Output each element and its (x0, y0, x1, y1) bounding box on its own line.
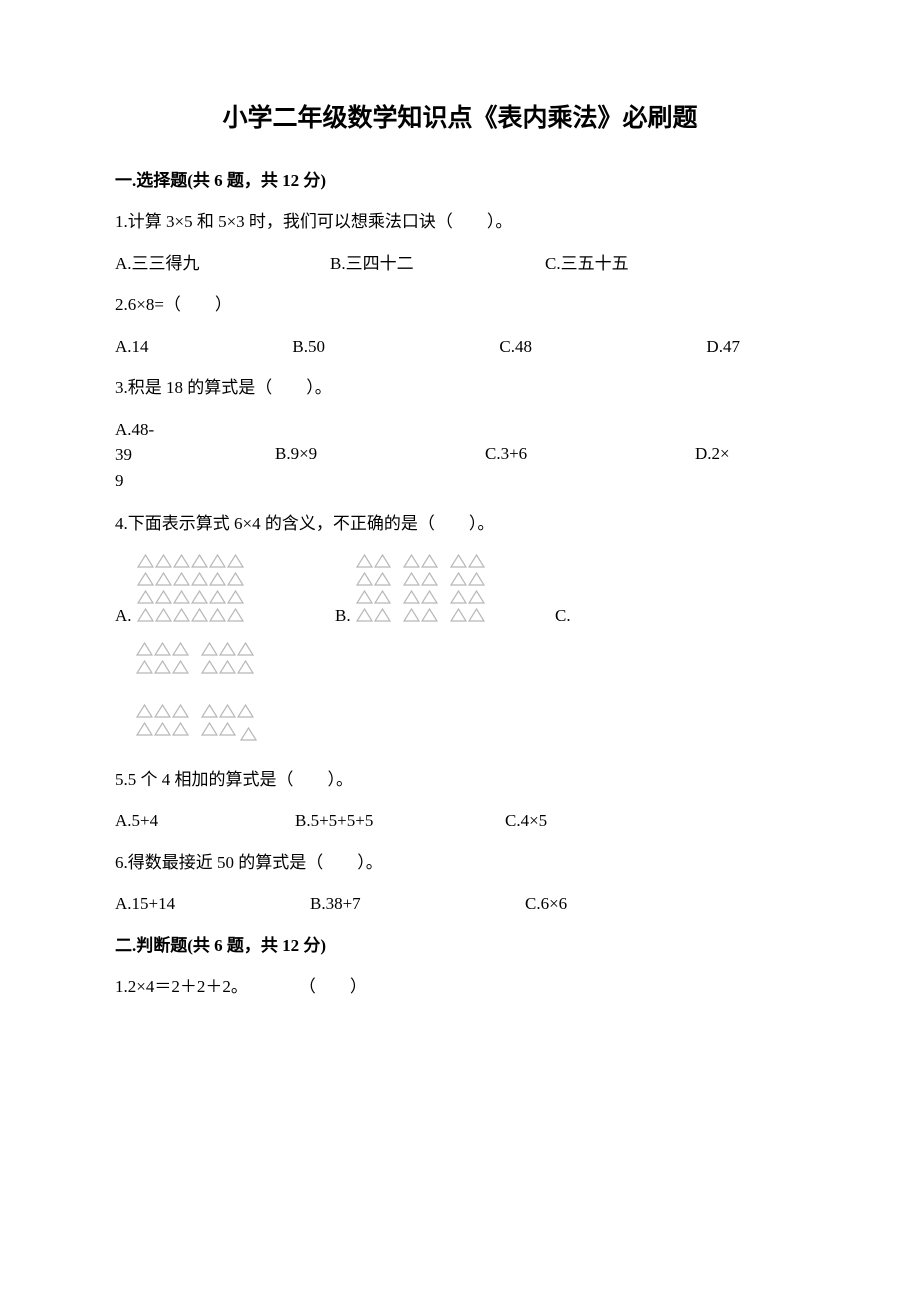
q1-options: A.三三得九 B.三四十二 C.三五十五 (115, 251, 805, 277)
q4-opt-b: B. (335, 553, 555, 629)
q4-opt-b-figure (355, 553, 490, 629)
q4-opt-a: A. (115, 553, 335, 629)
q3-opt-a-line2: 39 (115, 442, 275, 468)
q2-options: A.14 B.50 C.48 D.47 (115, 334, 805, 360)
q5-opt-a: A.5+4 (115, 808, 295, 834)
s2-q1-text: 1.2×4＝2＋2＋2。 （ ） (115, 974, 805, 1000)
q2-text: 2.6×8=（ ） (115, 292, 805, 318)
q3-opt-rest: B.9×9 C.3+6 D.2× (275, 417, 805, 494)
q5-text: 5.5 个 4 相加的算式是（ ）。 (115, 767, 805, 793)
q4-opt-c-label: C. (555, 603, 571, 629)
section-1-heading: 一.选择题(共 6 题，共 12 分) (115, 168, 805, 194)
q6-opt-a: A.15+14 (115, 891, 310, 917)
q5-options: A.5+4 B.5+5+5+5 C.4×5 (115, 808, 805, 834)
page-title: 小学二年级数学知识点《表内乘法》必刷题 (115, 100, 805, 138)
q3-opt-a: A.48- 39 9 (115, 417, 275, 494)
q3-options: A.48- 39 9 B.9×9 C.3+6 D.2× (115, 417, 805, 494)
q3-opt-b: B.9×9 (275, 441, 485, 467)
q1-opt-b: B.三四十二 (330, 251, 545, 277)
q4-opt-c: C. (555, 603, 575, 629)
q4-options-row1: A. B. C. (115, 553, 805, 629)
q4-text: 4.下面表示算式 6×4 的含义，不正确的是（ ）。 (115, 511, 805, 537)
q4-opt-b-label: B. (335, 603, 351, 629)
q3-text: 3.积是 18 的算式是（ ）。 (115, 375, 805, 401)
q6-opt-b: B.38+7 (310, 891, 525, 917)
q2-opt-b: B.50 (292, 334, 499, 360)
q2-opt-a: A.14 (115, 334, 292, 360)
q1-opt-c: C.三五十五 (545, 251, 760, 277)
q3-opt-c: C.3+6 (485, 441, 695, 467)
q2-opt-d: D.47 (706, 334, 805, 360)
q6-opt-c: C.6×6 (525, 891, 740, 917)
q2-opt-c: C.48 (499, 334, 706, 360)
q3-opt-d: D.2× (695, 441, 805, 467)
q5-opt-b: B.5+5+5+5 (295, 808, 505, 834)
q6-options: A.15+14 B.38+7 C.6×6 (115, 891, 805, 917)
q3-opt-a-line3: 9 (115, 468, 275, 494)
q4-opt-c-figure-bot (135, 703, 805, 743)
q1-text: 1.计算 3×5 和 5×3 时，我们可以想乘法口诀（ ）。 (115, 209, 805, 235)
q4-opt-c-figure-top (135, 641, 805, 681)
q4-opt-c-figure-wrap (115, 641, 805, 743)
q4-opt-a-label: A. (115, 603, 132, 629)
q6-text: 6.得数最接近 50 的算式是（ ）。 (115, 850, 805, 876)
section-2-heading: 二.判断题(共 6 题，共 12 分) (115, 933, 805, 959)
q1-opt-a: A.三三得九 (115, 251, 330, 277)
q5-opt-c: C.4×5 (505, 808, 715, 834)
q4-opt-a-figure (136, 553, 249, 629)
q3-opt-a-line1: A.48- (115, 417, 275, 443)
